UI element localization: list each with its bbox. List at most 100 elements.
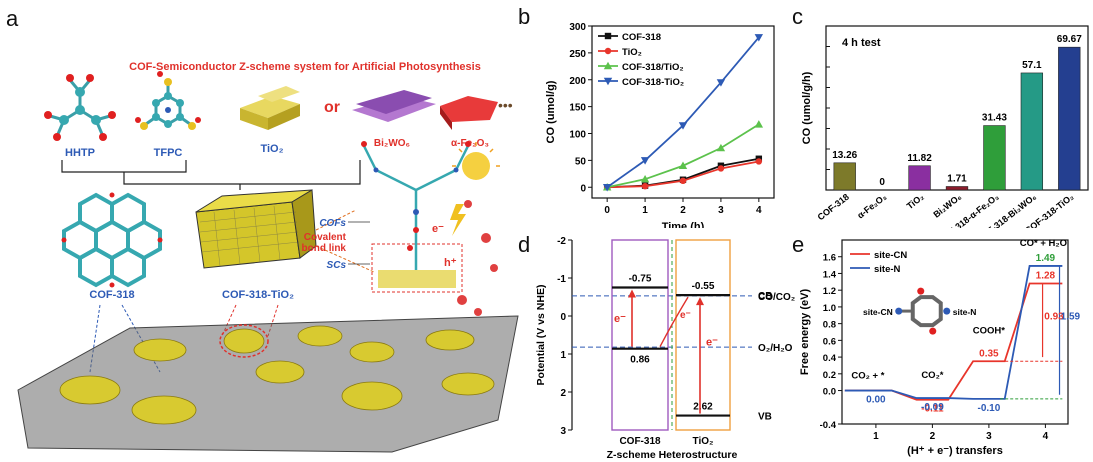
bracket-lines: [61, 160, 361, 190]
or-text: or: [324, 99, 340, 116]
y-tick-label: -1: [557, 274, 566, 285]
cofs-label: COFs: [319, 218, 346, 229]
bar: [983, 125, 1006, 191]
data-point: [678, 161, 688, 169]
legend-label: site-N: [874, 264, 901, 275]
x-tick-label: 2: [930, 431, 936, 442]
x-tick-label: 1: [642, 205, 648, 216]
y-tick-label: 0.0: [823, 387, 836, 398]
dots-text: •••: [498, 97, 513, 113]
vb-value: 2.62: [693, 402, 713, 413]
y-tick-label: 2: [560, 388, 566, 399]
gas-bubbles-icon: [457, 200, 498, 316]
y-tick-label: 0: [580, 183, 586, 194]
reference-label: CO/CO₂: [758, 292, 795, 303]
panel-d-label: d: [518, 232, 531, 257]
y-tick-label: 1: [560, 350, 566, 361]
data-point: [640, 157, 650, 165]
electron-label: e⁻: [706, 336, 718, 348]
fe2o3-crystal-icon: [440, 96, 498, 130]
cof-mesh-sheet: [17, 315, 519, 453]
panel-a: COF-Semiconductor Z-scheme system for Ar…: [17, 61, 519, 453]
x-tick-label: 1: [873, 431, 879, 442]
plot-frame: [841, 239, 1069, 425]
y-tick-label: 0.2: [823, 370, 836, 381]
step-value: -0.10: [978, 403, 1001, 414]
bar-value-label: 13.26: [832, 150, 857, 161]
hhtp-molecule-icon: [44, 74, 116, 141]
bar: [945, 186, 969, 191]
category-label: TiO₂: [905, 192, 926, 211]
x-axis-label: (H⁺ + e⁻) transfers: [907, 445, 1003, 457]
cof-semiconductor-interface-icon: [361, 141, 471, 293]
legend-label: COF-318-TiO₂: [622, 77, 684, 88]
y-tick-label: 1.6: [823, 253, 836, 264]
bar-value-label: 31.43: [982, 113, 1007, 124]
legend-label: TiO₂: [622, 47, 642, 58]
data-point: [602, 184, 612, 192]
data-point: [640, 174, 650, 183]
tfpc-label: TFPC: [154, 147, 183, 159]
step-value: 1.28: [1036, 270, 1056, 281]
z-scheme-arrow: [659, 296, 689, 348]
bar: [908, 165, 931, 191]
chart-d: -2 -1 0 1 2 3 Potential (V vs NHE) CO/CO₂ O₂/H₂O…: [535, 236, 795, 460]
y-tick-label: 0.8: [823, 320, 836, 331]
covalent-label: Covalent: [304, 232, 347, 243]
data-point: [754, 120, 764, 128]
step-value: -0.11: [921, 404, 944, 415]
step-label: COOH*: [973, 325, 1006, 336]
cof318-framework-icon: [61, 192, 163, 288]
data-point: [678, 122, 688, 130]
cof318-label: COF-318: [89, 289, 134, 301]
bar: [1058, 46, 1081, 191]
o-atom: [917, 287, 925, 295]
y-axis-label: CO (umol/g/h): [801, 71, 813, 144]
x-tick-label: 2: [680, 205, 686, 216]
electron-label: e⁻: [680, 310, 691, 321]
y-axis-label: CO (umol/g): [545, 80, 557, 143]
bar: [1020, 72, 1044, 191]
legend-marker: [603, 61, 613, 70]
tio2-label: TiO₂: [260, 143, 283, 155]
n-atom: [895, 307, 903, 315]
y-tick-label: 1.0: [823, 303, 836, 314]
x-axis-label: Z-scheme Heterostructure: [607, 449, 738, 460]
x-tick-label: 0: [604, 205, 610, 216]
bar-value-label: 11.82: [907, 153, 932, 164]
data-point: [641, 182, 649, 190]
x-tick-label: 3: [718, 205, 724, 216]
bond-link-label: bond link: [302, 243, 347, 254]
bar-value-label: 1.71: [947, 173, 967, 184]
site-n-label: site-N: [953, 307, 977, 317]
bar: [833, 162, 856, 191]
lightning-icon: [450, 204, 466, 236]
band-box: [611, 239, 669, 431]
material-label: TiO₂: [693, 436, 714, 447]
y-tick-label: 250: [569, 49, 586, 60]
step-label: CO* + H₂O: [1020, 238, 1067, 249]
data-point: [754, 34, 764, 42]
step-value: 0.35: [979, 348, 999, 359]
chart-title: 4 h test: [842, 37, 881, 49]
y-axis-label: Free energy (eV): [799, 289, 811, 376]
h-plus-label: h⁺: [444, 257, 457, 269]
site-cn-label: site-CN: [863, 307, 893, 317]
category-label: α-Fe₂O₃: [855, 192, 888, 221]
y-tick-label: 0.6: [823, 336, 836, 347]
x-axis-label: Time (h): [662, 221, 705, 228]
chart-e: -0.4 0.0 0.2 0.4 0.6 0.8 1.0 1.2 1.4 1.6 1 2 3 4 (H⁺ +…: [799, 238, 1081, 457]
green-value: 1.49: [1036, 253, 1056, 264]
plot-frame: [825, 25, 1089, 191]
legend-marker: [603, 77, 613, 86]
vb-value: 0.86: [630, 355, 650, 366]
cb-value: -0.75: [629, 274, 652, 285]
chart-b: 0 50 100 150 200 250 300 0 1 2 3 4 Time (h) CO (umol/…: [545, 22, 775, 228]
band-box: [675, 239, 731, 431]
reference-label: O₂/H₂O: [758, 343, 793, 354]
energy-path-0: [844, 282, 1063, 401]
y-tick-label: 0.4: [823, 353, 837, 364]
legend-marker: [604, 32, 612, 40]
composite-label: COF-318-TiO₂: [222, 289, 294, 301]
bi2wo6-label: Bi₂WO₆: [374, 138, 410, 149]
